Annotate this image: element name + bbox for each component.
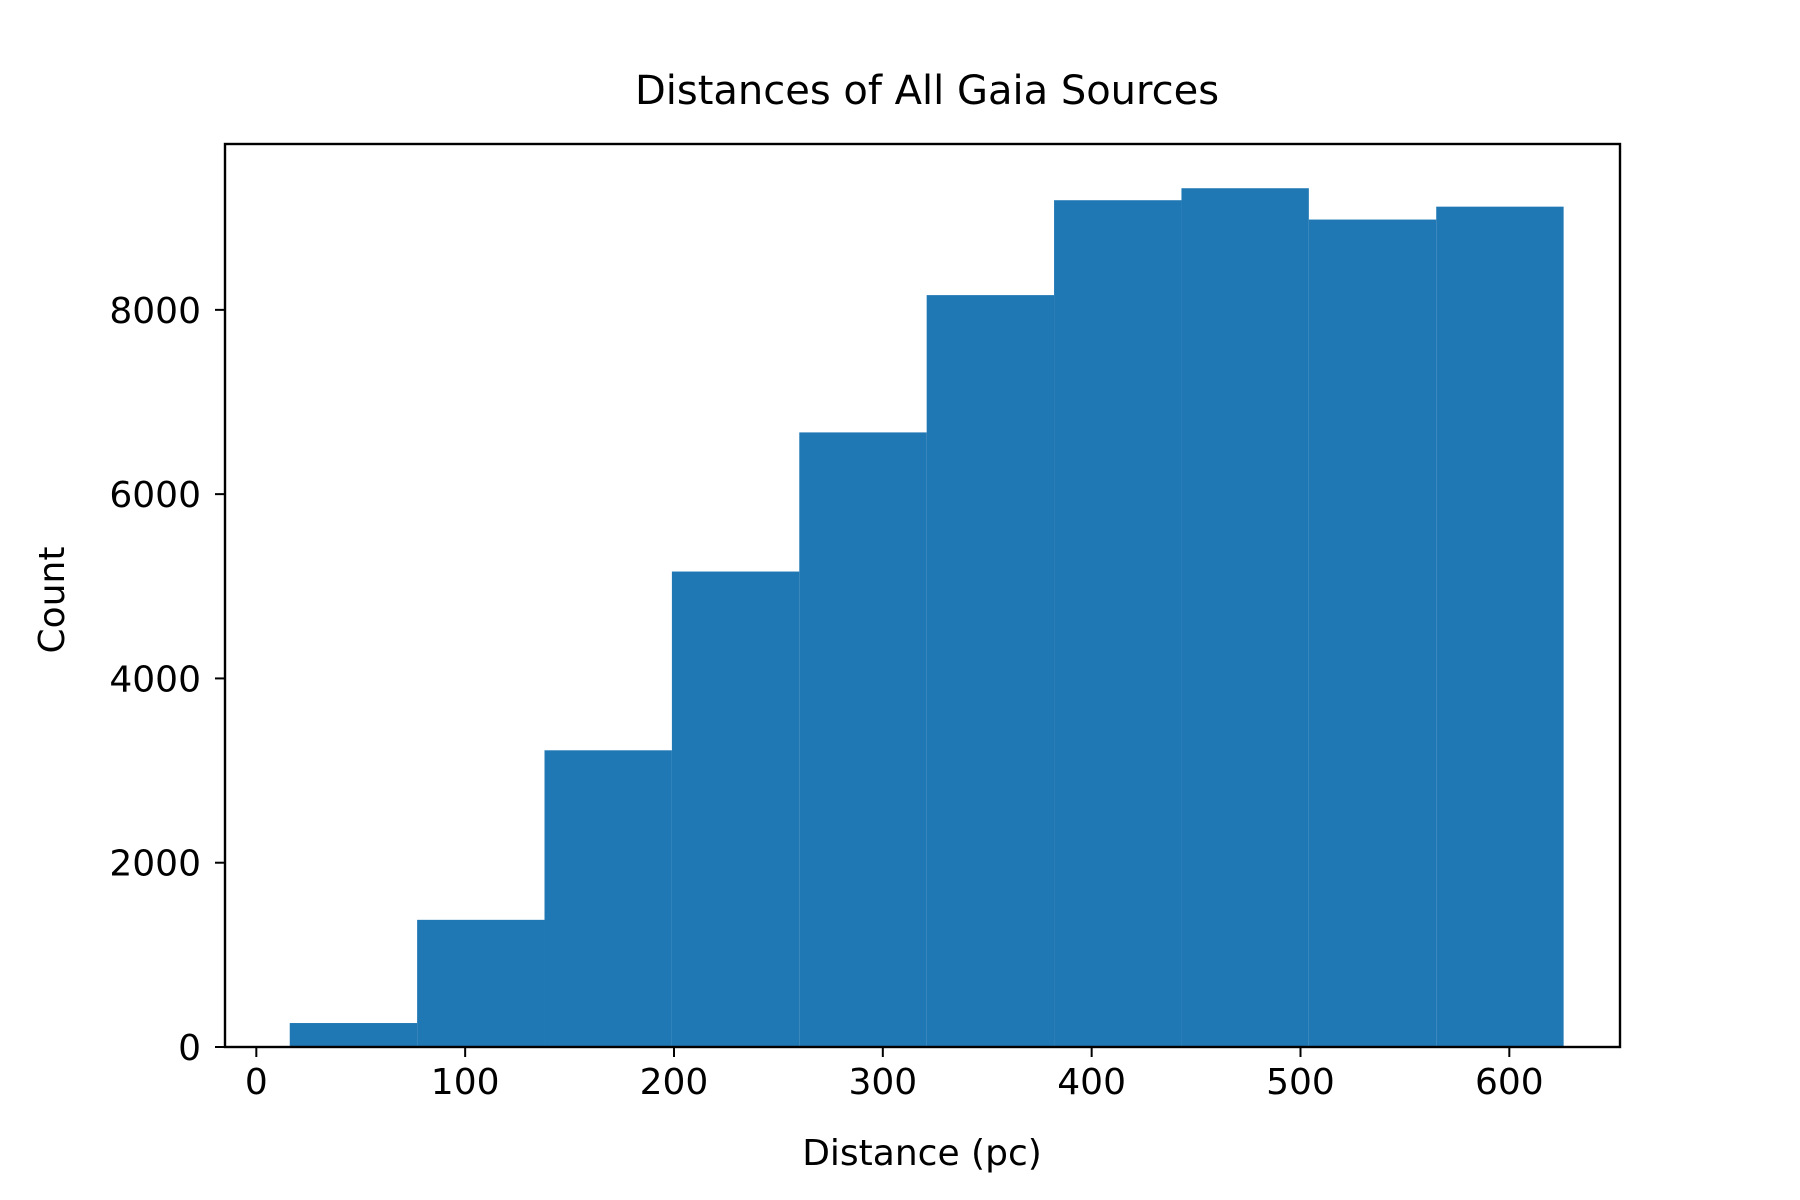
x-tick-label-4: 400 [1057,1062,1126,1103]
histogram-bar-7 [1181,188,1309,1048]
y-tick-label-1: 2000 [109,844,201,885]
histogram-bar-9 [1436,206,1564,1047]
chart-title: Distances of All Gaia Sources [635,68,1219,114]
histogram-bar-8 [1308,219,1437,1047]
histogram-bar-6 [1054,200,1182,1047]
bars-group [289,188,1564,1048]
histogram-bar-4 [799,432,927,1047]
histogram-bar-5 [926,295,1055,1047]
x-tick-label-0: 0 [245,1062,268,1103]
plot-frame [223,142,1622,1049]
x-tick-label-3: 300 [848,1062,917,1103]
y-tick-label-3: 6000 [109,475,201,516]
y-axis-ticks: 0 2000 4000 6000 8000 [109,291,225,1069]
x-tick-label-1: 100 [431,1062,500,1103]
histogram-bar-3 [671,571,800,1047]
x-axis-label: Distance (pc) [802,1133,1042,1174]
x-tick-label-5: 500 [1266,1062,1335,1103]
y-tick-label-2: 4000 [109,659,201,700]
x-tick-label-6: 600 [1475,1062,1544,1103]
histogram-bar-1 [417,919,545,1047]
x-tick-label-2: 200 [640,1062,709,1103]
histogram-bar-2 [544,750,672,1047]
y-tick-label-4: 8000 [109,291,201,332]
y-tick-label-0: 0 [178,1028,201,1069]
x-axis-ticks: 0 100 200 300 400 500 600 [245,1047,1544,1103]
histogram-bar-0 [289,1023,418,1047]
y-axis-label: Count [32,547,73,654]
